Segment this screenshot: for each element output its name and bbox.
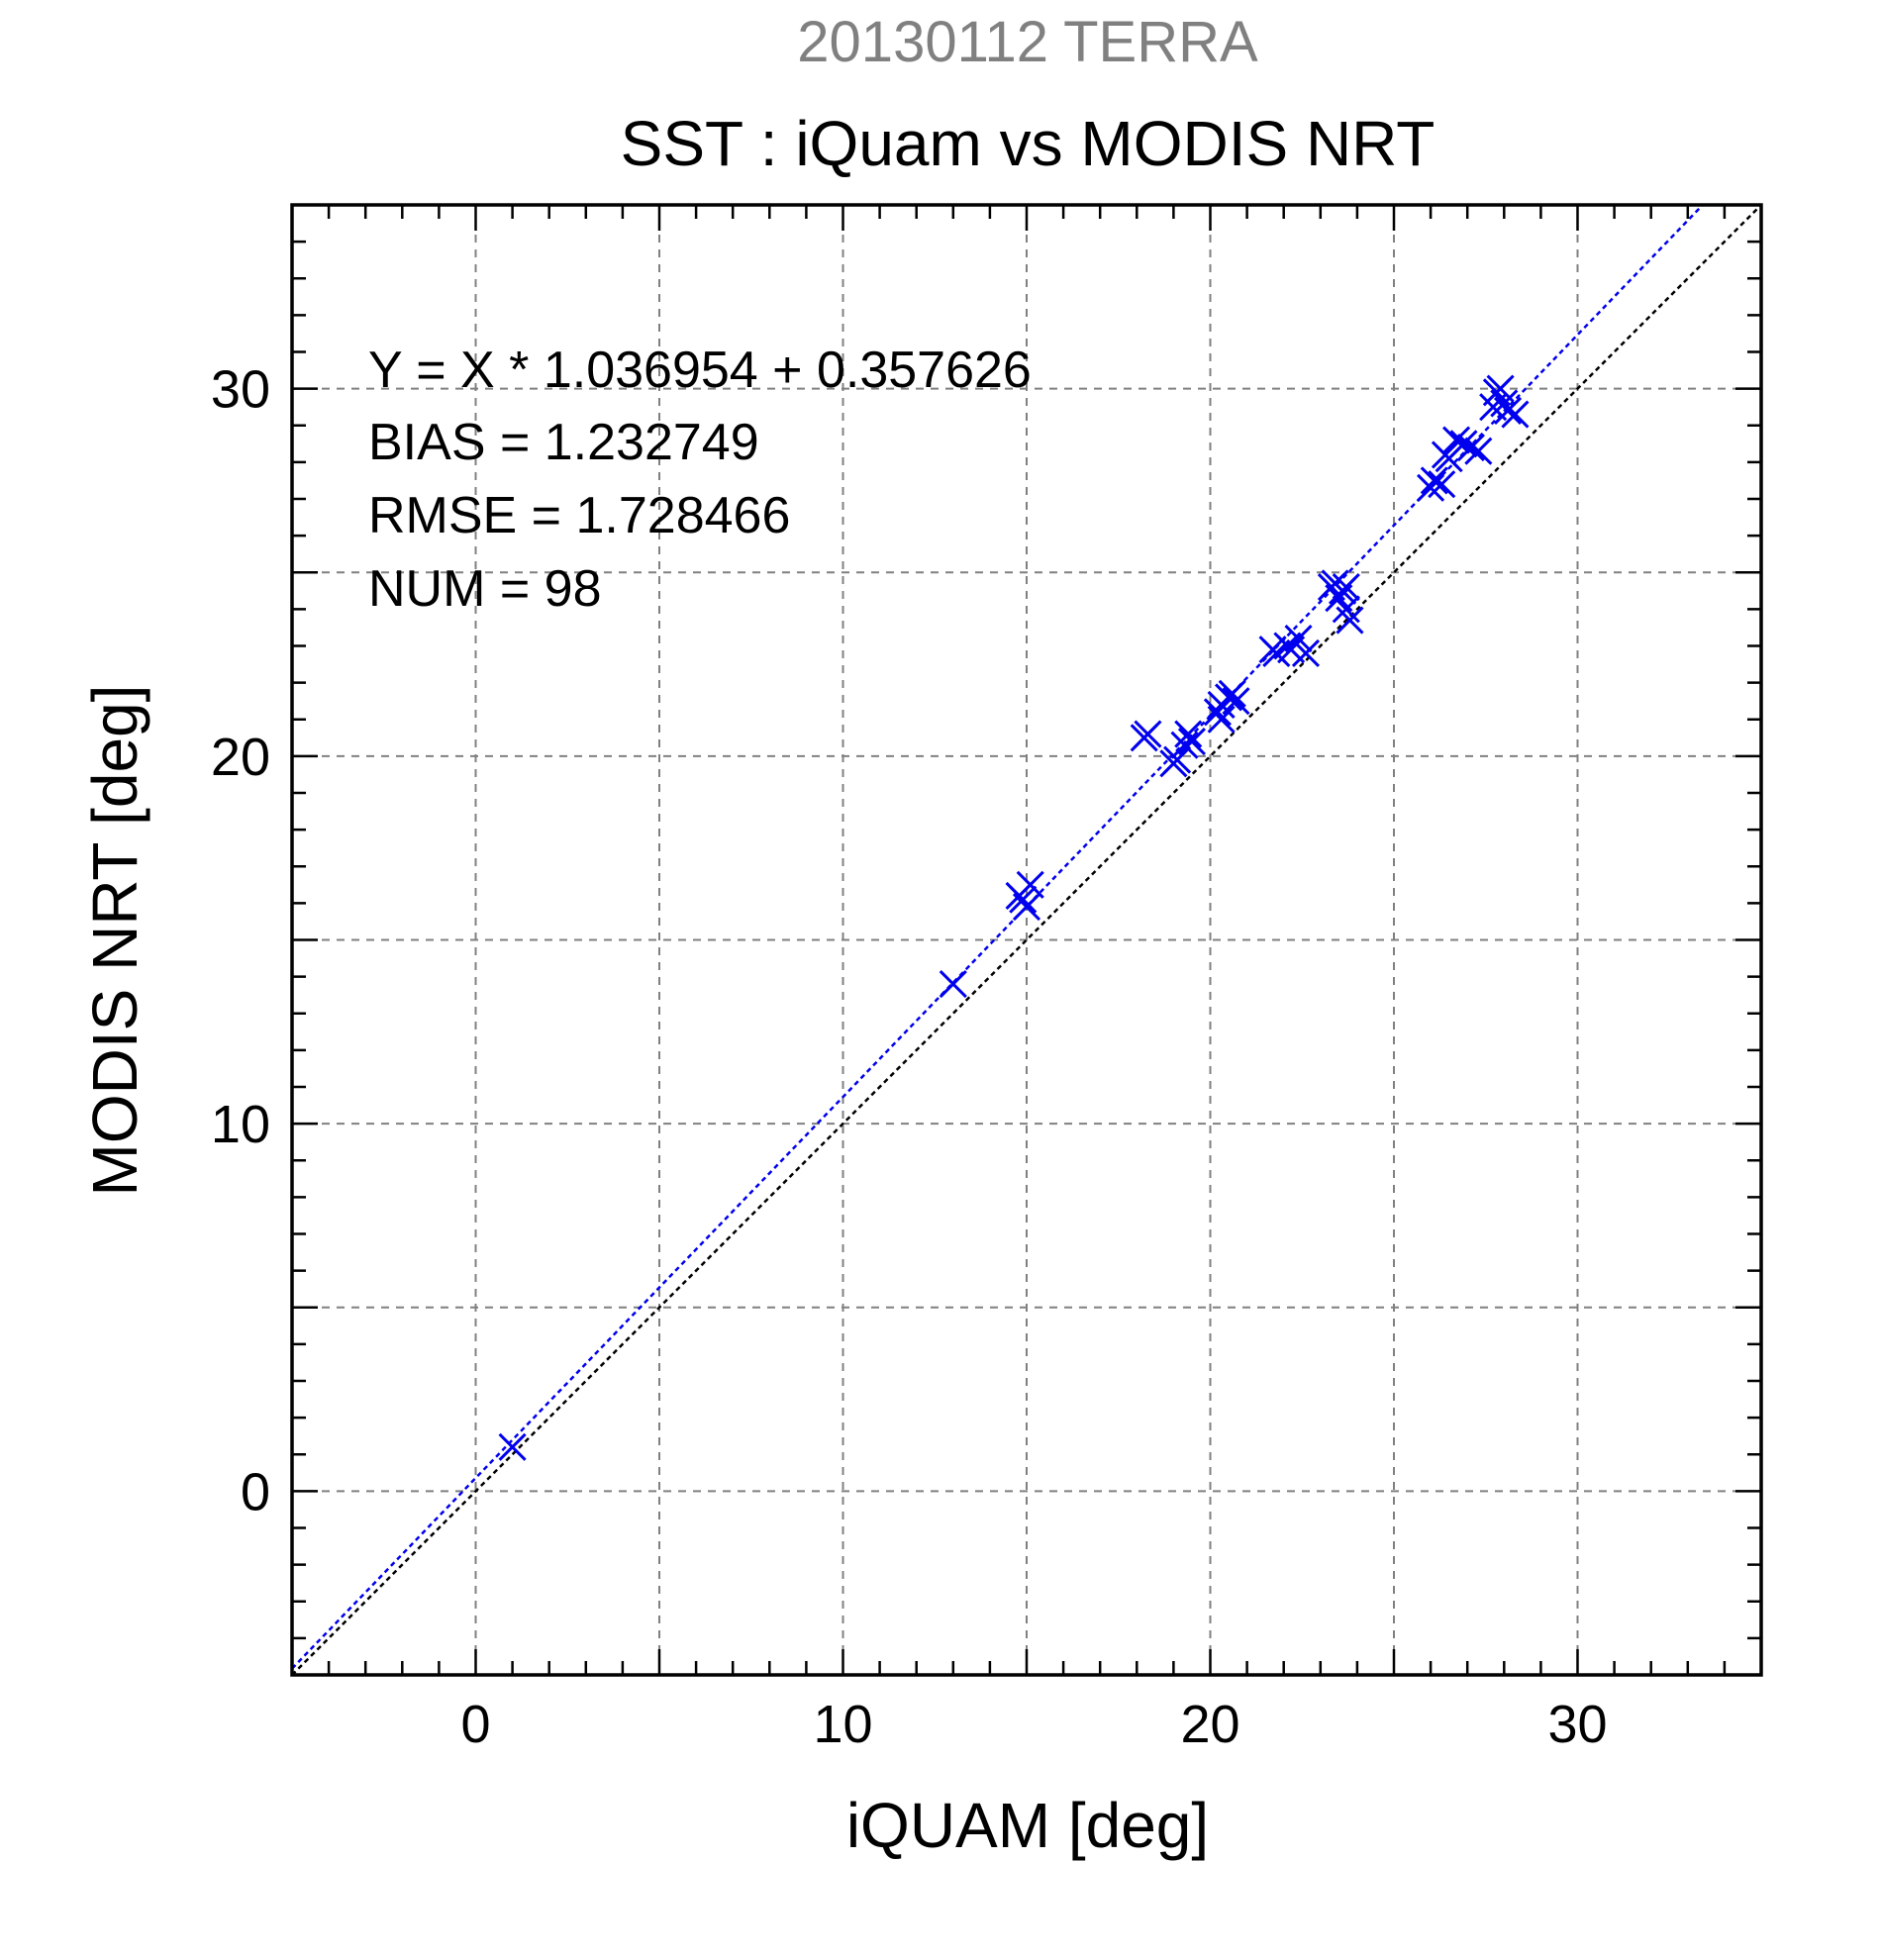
data-point-stroke — [1218, 679, 1246, 708]
data-point — [1163, 745, 1192, 774]
plot-frame — [290, 203, 1763, 1677]
data-point-stroke — [1456, 433, 1485, 462]
data-point-stroke — [939, 969, 967, 999]
data-point — [1016, 870, 1044, 899]
data-point-stroke — [1332, 573, 1360, 602]
data-point-stroke — [1493, 396, 1523, 425]
data-point-stroke — [1332, 595, 1360, 624]
data-point-stroke — [1016, 870, 1044, 899]
data-point — [1332, 573, 1360, 602]
data-point — [1428, 470, 1456, 499]
x-axis-label: iQUAM [deg] — [846, 1790, 1209, 1861]
data-point-stroke — [1417, 473, 1445, 502]
fit-line — [292, 205, 1705, 1670]
data-point-stroke — [1134, 720, 1162, 748]
data-point-stroke — [1449, 430, 1478, 458]
data-point — [1332, 595, 1360, 624]
data-point-stroke — [1012, 893, 1041, 922]
data-point — [1174, 720, 1203, 748]
reference-lines — [292, 205, 1761, 1675]
bias-text: BIAS = 1.232749 — [368, 414, 759, 471]
data-point — [1203, 698, 1232, 727]
data-point-stroke — [1207, 705, 1236, 734]
data-point — [1456, 433, 1485, 462]
data-point — [498, 1432, 527, 1461]
x-tick-label: 10 — [813, 1695, 872, 1754]
data-point — [1417, 473, 1445, 502]
y-tick-label: 20 — [211, 728, 270, 787]
data-point-stroke — [1009, 885, 1038, 914]
y-tick-label: 0 — [241, 1462, 270, 1521]
data-point — [939, 969, 967, 999]
x-tick-label: 0 — [460, 1695, 490, 1754]
grid-lines — [292, 205, 1761, 1675]
rmse-text: RMSE = 1.728466 — [368, 487, 790, 544]
data-point-stroke — [1163, 745, 1192, 774]
data-point — [1170, 731, 1199, 759]
data-point-stroke — [1284, 625, 1313, 653]
data-point — [1449, 430, 1478, 458]
data-point-stroke — [1177, 727, 1207, 756]
data-point — [1501, 400, 1530, 429]
data-point-stroke — [1486, 374, 1515, 403]
y-axis-label: MODIS NRT [deg] — [79, 685, 150, 1197]
data-point-stroke — [1203, 698, 1232, 727]
data-point — [1134, 720, 1162, 748]
data-point — [1177, 727, 1207, 756]
identity-line — [292, 205, 1761, 1675]
chart-subtitle: SST : iQuam vs MODIS NRT — [621, 108, 1436, 179]
chart-title: 20130112 TERRA — [797, 10, 1258, 74]
data-point-stroke — [1501, 400, 1530, 429]
data-point-stroke — [1222, 687, 1250, 716]
data-point-stroke — [1170, 731, 1199, 759]
axis-ticks: 0 10 20 30 0 10 20 30 — [211, 203, 1763, 1754]
data-point — [1442, 426, 1471, 454]
data-point — [1218, 679, 1246, 708]
data-point — [1420, 466, 1448, 495]
data-point-stroke — [1428, 470, 1456, 499]
data-point — [1464, 437, 1493, 465]
fit-equation-text: Y = X * 1.036954 + 0.357626 — [368, 342, 1032, 399]
y-tick-label: 30 — [211, 360, 270, 420]
data-points — [498, 374, 1530, 1461]
num-text: NUM = 98 — [368, 560, 602, 618]
data-point — [1291, 638, 1321, 667]
data-point — [1493, 396, 1523, 425]
data-point-stroke — [1336, 606, 1364, 635]
data-point — [1284, 625, 1313, 653]
y-tick-label: 10 — [211, 1095, 270, 1154]
data-point-stroke — [498, 1432, 527, 1461]
data-point — [1336, 606, 1364, 635]
data-point-stroke — [1464, 437, 1493, 465]
data-point-stroke — [1420, 466, 1448, 495]
data-point-stroke — [1291, 638, 1321, 667]
data-point — [1222, 687, 1250, 716]
x-tick-label: 20 — [1180, 1695, 1239, 1754]
data-point-stroke — [1442, 426, 1471, 454]
data-point — [1207, 705, 1236, 734]
stats-annotation: Y = X * 1.036954 + 0.357626 BIAS = 1.232… — [368, 342, 1032, 618]
data-point-stroke — [1174, 720, 1203, 748]
data-point — [1009, 885, 1038, 914]
x-tick-label: 30 — [1547, 1695, 1607, 1754]
